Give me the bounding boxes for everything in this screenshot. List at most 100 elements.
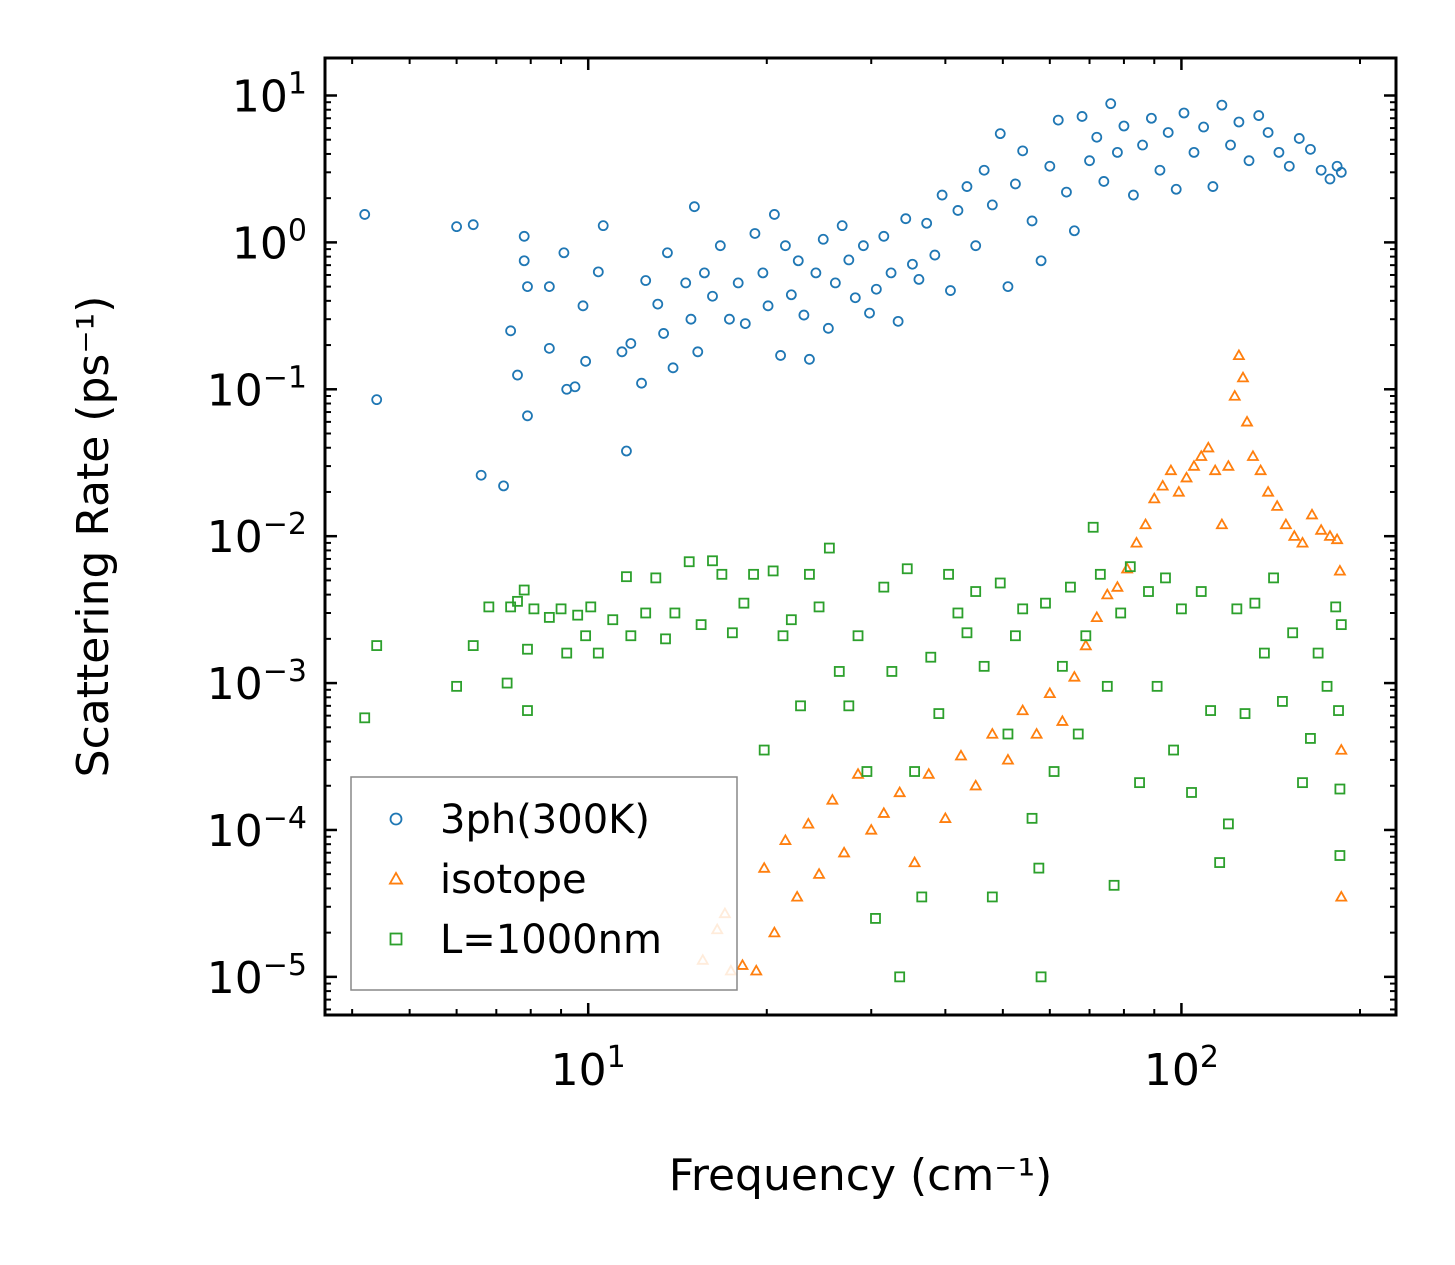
square-point (585, 601, 597, 613)
circle-point (913, 273, 925, 285)
square-point (1080, 630, 1092, 642)
circle-point (640, 275, 652, 286)
triangle-point (1055, 714, 1069, 726)
square-point (909, 766, 921, 777)
circle-point (1145, 112, 1157, 124)
square-point (522, 643, 533, 655)
circle-point (792, 255, 804, 267)
square-point (1101, 680, 1113, 692)
circle-point (952, 205, 964, 216)
square-point (1334, 783, 1346, 795)
series-0 (359, 98, 1347, 492)
triangle-point (1030, 727, 1044, 739)
triangle-point (1246, 449, 1260, 461)
square-point (870, 913, 881, 924)
circle-point (1061, 186, 1072, 198)
circle-point (1293, 133, 1305, 144)
triangle-point (1232, 348, 1246, 361)
circle-point (836, 220, 848, 232)
labels-layer: 101 102 101 100 10−1 10−2 10−3 10−4 10−5 Frequenc… (68, 66, 1219, 1201)
triangle-point (757, 861, 771, 873)
circle-point (1128, 189, 1139, 201)
triangle-point (1120, 562, 1134, 574)
circle-point (1137, 139, 1148, 151)
square-point (1239, 708, 1251, 719)
circle-point (1335, 166, 1347, 178)
square-point (1087, 521, 1099, 533)
square-point (978, 660, 990, 672)
circle-point (685, 313, 697, 325)
square-point (1048, 766, 1060, 777)
circle-point (1207, 181, 1219, 192)
square-point (371, 640, 383, 651)
square-point (625, 630, 637, 642)
circle-point (522, 281, 533, 293)
square-point (767, 565, 779, 577)
square-point (1160, 572, 1171, 584)
y-tick-label: 10−2 (207, 507, 307, 563)
square-point (986, 891, 998, 903)
triangle-point (938, 811, 952, 823)
triangle-point (1305, 507, 1319, 520)
square-point (901, 563, 913, 575)
triangle-point (1261, 485, 1275, 497)
square-point (607, 614, 619, 626)
circle-point (518, 255, 530, 267)
square-point (561, 647, 573, 659)
triangle-point (954, 748, 968, 761)
square-point (1268, 572, 1279, 584)
triangle-point (1180, 470, 1194, 483)
square-point (1010, 630, 1021, 642)
y-tick-label: 10−1 (207, 360, 307, 416)
square-point (833, 666, 845, 677)
square-point (1330, 601, 1342, 613)
square-point (994, 577, 1006, 589)
triangle-point (1164, 463, 1178, 476)
circle-point (798, 309, 810, 321)
circle-point (1305, 143, 1316, 155)
square-point (1134, 777, 1145, 789)
circle-point (1068, 225, 1080, 237)
circle-point (616, 346, 628, 358)
legend-triangle-icon (388, 871, 404, 885)
square-point (785, 614, 797, 626)
circle-point (900, 213, 912, 225)
circle-point (724, 313, 735, 325)
axes-frame (323, 56, 1398, 1017)
circle-point (1188, 146, 1200, 158)
square-point (1277, 696, 1288, 707)
circle-point (518, 230, 530, 242)
square-point (878, 581, 890, 593)
circle-point (878, 230, 890, 242)
circle-point (359, 209, 371, 220)
circle-point (451, 221, 463, 233)
square-point (669, 607, 681, 619)
square-point (861, 766, 873, 777)
square-point (512, 595, 523, 607)
triangle-point (877, 806, 891, 818)
square-point (518, 584, 530, 596)
triangle-point (1314, 523, 1328, 535)
circle-point (475, 469, 487, 481)
square-point (823, 542, 835, 554)
circle-point (498, 480, 509, 492)
triangle-point (1215, 517, 1229, 530)
triangle-point (837, 845, 851, 858)
square-point (738, 597, 750, 609)
square-point (501, 677, 513, 689)
square-point (505, 601, 517, 613)
y-tick-label: 10−3 (207, 654, 307, 710)
square-point (1115, 607, 1127, 619)
circle-point (1118, 120, 1130, 132)
circle-point (857, 240, 869, 252)
triangle-point (1139, 517, 1153, 530)
square-point (925, 651, 937, 663)
circle-point (1243, 155, 1255, 167)
circle-point (505, 325, 517, 337)
legend-label: isotope (440, 857, 587, 903)
square-point (1065, 581, 1076, 593)
circle-point (921, 217, 933, 229)
y-axis-label: Scattering Rate (ps⁻¹) (68, 296, 119, 778)
triangle-point (1240, 415, 1254, 427)
